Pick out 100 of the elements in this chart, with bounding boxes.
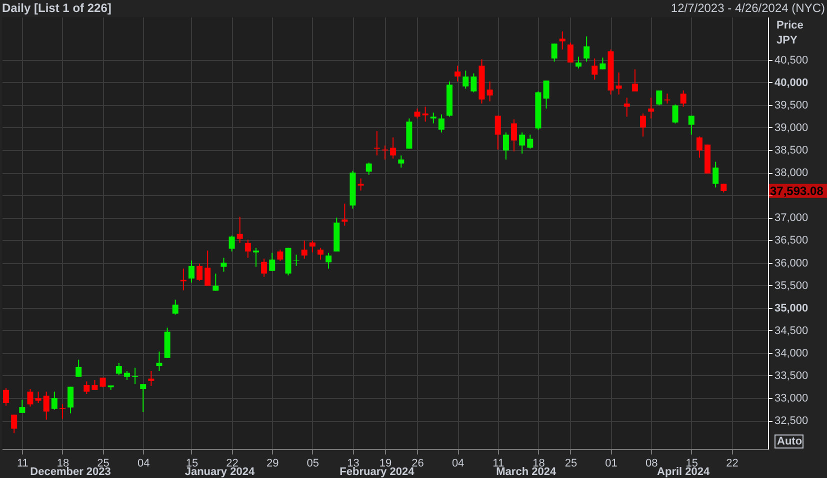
x-tick-label: 05 <box>306 458 320 470</box>
y-tick-label: 33,500 <box>774 370 808 382</box>
candlestick <box>567 42 574 64</box>
candlestick <box>76 359 82 378</box>
candlestick <box>188 260 194 284</box>
candlestick <box>92 380 98 390</box>
candlestick <box>680 90 686 108</box>
candlestick <box>293 254 300 266</box>
y-tick-label: 38,000 <box>774 167 808 180</box>
x-tick-label: 11 <box>16 458 28 470</box>
candlestick <box>382 145 388 160</box>
candlestick <box>414 108 420 119</box>
y-tick-label: 35,000 <box>774 302 808 314</box>
candlestick <box>616 72 622 96</box>
candlestick <box>220 257 227 272</box>
candlestick <box>116 362 122 376</box>
candlestick <box>390 136 396 160</box>
candlestick <box>180 268 186 291</box>
candlestick <box>43 391 50 420</box>
candlestick <box>261 258 268 278</box>
candlestick <box>366 162 372 176</box>
y-tick-label: 34,500 <box>774 324 808 337</box>
candlestick <box>486 80 493 102</box>
y-tick-label: 39,000 <box>774 122 808 134</box>
candlestick <box>11 414 18 434</box>
chart-subtitle: 12/7/2023 - 4/26/2024 (NYC) <box>670 1 825 15</box>
candlestick <box>712 161 719 188</box>
y-tick-label: 34,000 <box>774 347 808 360</box>
x-tick-label: 29 <box>266 458 279 470</box>
candlestick <box>252 247 259 268</box>
text: December 2023 <box>30 466 111 478</box>
y-tick-label: 35,500 <box>774 280 808 292</box>
candlestick <box>559 30 566 50</box>
candlestick <box>326 252 332 270</box>
candlestick <box>309 240 316 253</box>
candlestick <box>3 388 10 406</box>
candlestick <box>624 97 630 118</box>
candlestick <box>584 36 590 62</box>
text: April 2024 <box>657 466 711 478</box>
x-tick-label: 25 <box>564 458 578 470</box>
y-tick-label: 38,500 <box>774 144 808 157</box>
candlestick <box>68 386 74 414</box>
candlestick <box>527 134 534 150</box>
candlestick <box>648 97 654 119</box>
y-tick-label: 37,000 <box>774 212 808 224</box>
candlestick <box>398 154 404 168</box>
candlestick <box>156 351 162 372</box>
candlestick <box>269 252 276 272</box>
candlestick <box>422 106 428 122</box>
candlestick <box>84 380 90 394</box>
candlestick <box>19 399 26 414</box>
x-tick-label: 04 <box>452 458 464 470</box>
candlestick <box>600 57 606 70</box>
candlestick <box>204 250 211 286</box>
candlestick <box>664 93 670 104</box>
y-tick-label: 32,500 <box>774 415 808 428</box>
candlestick <box>236 216 243 244</box>
candlestick <box>696 136 702 158</box>
candlestick <box>576 56 582 69</box>
candlestick <box>632 68 638 92</box>
y-tick-label: 36,000 <box>774 257 808 270</box>
candlestick <box>277 249 284 262</box>
y-tick-label: 40,000 <box>774 76 808 89</box>
candlestick <box>470 72 477 93</box>
candlestick <box>35 391 42 404</box>
chart-title: Daily [List 1 of 226] <box>2 1 112 15</box>
x-tick-label: 22 <box>726 458 738 470</box>
candlestick <box>688 115 694 136</box>
candlestick <box>148 370 154 386</box>
candlestick <box>59 403 66 420</box>
candlestick <box>124 370 130 381</box>
candlestick <box>172 299 178 316</box>
candlestick <box>462 70 469 90</box>
candlestick <box>494 115 501 150</box>
candlestick <box>140 384 146 413</box>
x-tick-label: 08 <box>645 458 658 470</box>
candlestick <box>228 235 235 252</box>
candlestick <box>430 112 436 124</box>
candlestick <box>132 367 138 385</box>
candlestick <box>301 240 308 260</box>
text: 37,593.08 <box>770 184 824 198</box>
y-tick-label: 39,500 <box>774 99 808 112</box>
candlestick <box>438 114 444 133</box>
candlestick <box>244 239 251 258</box>
candlestick <box>519 132 526 154</box>
text: March 2024 <box>496 466 557 478</box>
y-tick-label: 33,000 <box>774 392 808 405</box>
candlestick <box>656 90 662 106</box>
y-axis-title: Price JPY <box>776 20 804 46</box>
y-tick-label: 40,500 <box>774 54 808 66</box>
text: February 2024 <box>340 466 416 478</box>
y-tick-label: 36,500 <box>774 234 808 247</box>
candlestick <box>502 132 509 160</box>
candlestick <box>543 80 550 110</box>
candlestick <box>551 43 558 62</box>
candlestick <box>672 104 678 124</box>
candlestick <box>51 391 58 410</box>
candlestick <box>317 247 324 260</box>
candlestick <box>196 263 203 282</box>
candlestick <box>511 118 518 152</box>
